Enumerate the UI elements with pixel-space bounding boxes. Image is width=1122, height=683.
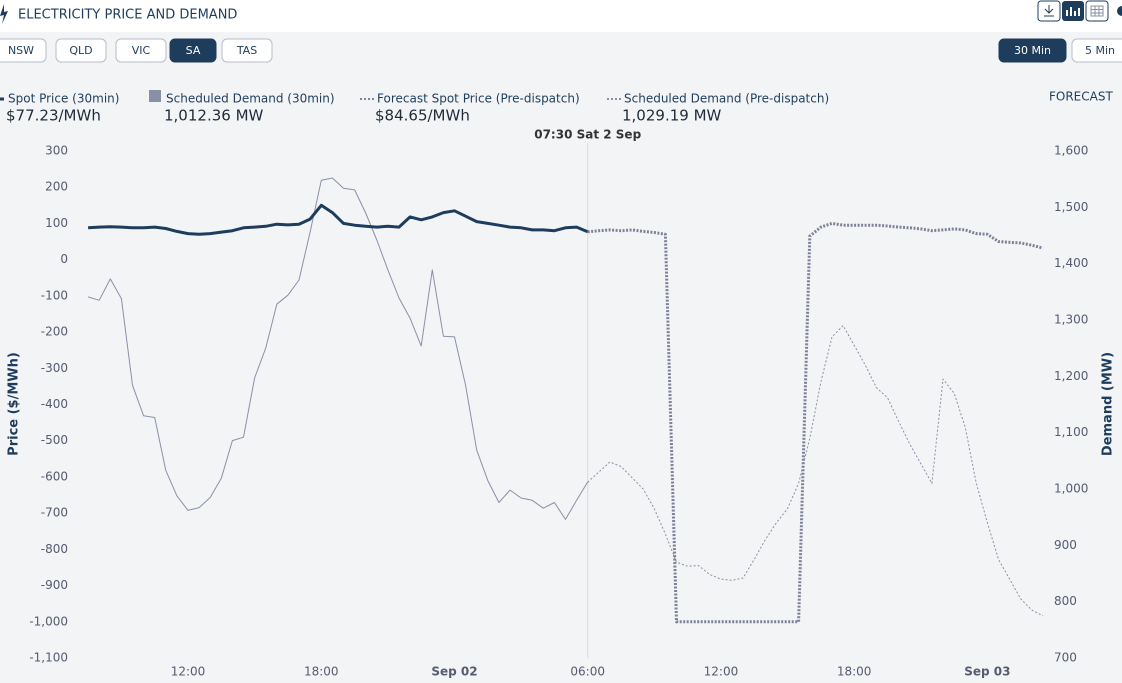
y2-tick-label: 1,600	[1054, 144, 1088, 158]
region-button[interactable]	[0, 38, 47, 63]
y-tick-label: -600	[41, 469, 68, 483]
info-icon[interactable]	[1117, 6, 1122, 16]
legend-label: Scheduled Demand (Pre-dispatch)	[624, 92, 829, 106]
legend-label: Spot Price (30min)	[8, 92, 119, 106]
y2-tick-label: 700	[1054, 651, 1077, 665]
y2-tick-label: 1,300	[1054, 313, 1088, 327]
y-tick-label: 100	[45, 216, 68, 230]
y2-axis-title: Demand (MW)	[1101, 352, 1116, 456]
y-axis-title: Price ($/MWh)	[7, 352, 22, 456]
series-line	[88, 203, 589, 236]
legend-value: 1,012.36 MW	[164, 107, 264, 125]
chart-icon	[1066, 7, 1080, 16]
x-tick-label: 18:00	[304, 665, 339, 679]
y-tick-label: -200	[41, 325, 68, 339]
y-tick-label: -300	[41, 361, 68, 375]
x-tick-label: 12:00	[171, 665, 206, 679]
y-tick-label: -700	[41, 506, 68, 520]
region-button-label: TAS	[236, 44, 257, 57]
x-tick-label: Sep 02	[431, 665, 477, 679]
y-tick-label: -400	[41, 397, 68, 411]
y-tick-label: -800	[41, 542, 68, 556]
legend-value: $77.23/MWh	[6, 107, 101, 125]
interval-button[interactable]	[998, 38, 1067, 63]
y2-tick-label: 1,500	[1054, 200, 1088, 214]
y2-tick-label: 1,200	[1054, 369, 1088, 383]
y2-tick-label: 1,100	[1054, 425, 1088, 439]
series-line	[587, 325, 1044, 617]
header-bar	[0, 0, 1122, 32]
x-tick-label: 18:00	[837, 665, 872, 679]
y-tick-label: -900	[41, 578, 68, 592]
y-tick-label: 200	[45, 180, 68, 194]
interval-button-label: 5 Min	[1085, 44, 1115, 57]
region-button-label: VIC	[132, 44, 151, 57]
forecast-label: FORECAST	[1049, 90, 1113, 104]
y-tick-label: -1,000	[29, 614, 68, 628]
legend-marker	[149, 90, 161, 102]
region-button-label: NSW	[8, 44, 34, 57]
interval-button[interactable]	[1071, 38, 1122, 63]
region-button-label: SA	[186, 44, 201, 57]
y2-tick-label: 900	[1054, 538, 1077, 552]
y-tick-label: 0	[60, 252, 68, 266]
legend-label: Scheduled Demand (30min)	[166, 92, 335, 106]
region-button-label: QLD	[69, 44, 92, 57]
region-button[interactable]	[55, 38, 107, 63]
series-line	[587, 221, 1044, 624]
interval-button-label: 30 Min	[1014, 44, 1051, 57]
table-view-button[interactable]	[1085, 0, 1109, 22]
y-tick-label: -500	[41, 433, 68, 447]
legend-label: Forecast Spot Price (Pre-dispatch)	[377, 92, 580, 106]
y2-tick-label: 800	[1054, 594, 1077, 608]
y-tick-label: -1,100	[29, 651, 68, 665]
region-button[interactable]	[115, 38, 167, 63]
cursor-label: 07:30 Sat 2 Sep	[534, 128, 641, 142]
chart-view-button[interactable]	[1062, 1, 1084, 21]
region-button[interactable]	[169, 38, 217, 63]
logo-icon	[0, 4, 8, 24]
x-tick-label: Sep 03	[964, 665, 1010, 679]
table-icon	[1090, 5, 1104, 17]
y2-tick-label: 1,000	[1054, 482, 1088, 496]
y2-tick-label: 1,400	[1054, 256, 1088, 270]
region-button[interactable]	[221, 38, 273, 63]
y-tick-label: 300	[45, 144, 68, 158]
x-tick-label: 12:00	[704, 665, 739, 679]
download-icon	[1044, 5, 1054, 17]
x-tick-label: 06:00	[570, 665, 605, 679]
series-line	[87, 177, 589, 520]
y-tick-label: -100	[41, 288, 68, 302]
legend-value: $84.65/MWh	[375, 107, 470, 125]
page-title: ELECTRICITY PRICE AND DEMAND	[18, 8, 237, 23]
legend-value: 1,029.19 MW	[622, 107, 722, 125]
